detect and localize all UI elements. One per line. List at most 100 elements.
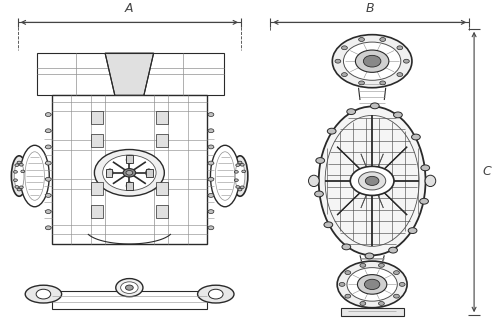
Circle shape <box>412 134 421 140</box>
Circle shape <box>235 179 238 182</box>
Circle shape <box>45 226 51 230</box>
Circle shape <box>360 301 366 305</box>
Circle shape <box>403 59 409 63</box>
Circle shape <box>347 109 355 115</box>
Ellipse shape <box>20 145 49 207</box>
Circle shape <box>358 172 386 190</box>
Ellipse shape <box>232 156 248 196</box>
Circle shape <box>45 129 51 133</box>
Circle shape <box>121 282 138 293</box>
Bar <box>341 308 404 316</box>
Circle shape <box>45 113 51 117</box>
Circle shape <box>126 285 133 290</box>
Ellipse shape <box>11 156 27 196</box>
Circle shape <box>339 283 345 286</box>
Circle shape <box>19 164 23 166</box>
Bar <box>52 291 207 309</box>
Circle shape <box>345 271 351 275</box>
Circle shape <box>123 169 136 177</box>
Circle shape <box>365 176 379 185</box>
Circle shape <box>393 112 402 118</box>
Circle shape <box>242 170 246 173</box>
Ellipse shape <box>14 161 24 191</box>
Circle shape <box>342 73 348 77</box>
Circle shape <box>355 50 389 72</box>
Circle shape <box>408 228 417 233</box>
Ellipse shape <box>126 156 133 164</box>
Ellipse shape <box>198 285 234 303</box>
Circle shape <box>365 253 374 259</box>
Circle shape <box>208 161 214 165</box>
Circle shape <box>315 191 323 197</box>
Circle shape <box>17 161 21 164</box>
Bar <box>156 134 168 147</box>
Circle shape <box>360 263 366 267</box>
Circle shape <box>208 177 214 181</box>
Bar <box>52 95 207 244</box>
Circle shape <box>208 145 214 149</box>
Circle shape <box>379 263 385 267</box>
Circle shape <box>358 81 364 85</box>
Bar <box>126 155 133 163</box>
Circle shape <box>327 128 336 134</box>
Text: B: B <box>365 2 374 15</box>
Circle shape <box>208 226 214 230</box>
Bar <box>156 111 168 124</box>
Circle shape <box>116 279 143 297</box>
Circle shape <box>45 145 51 149</box>
Circle shape <box>345 294 351 298</box>
Circle shape <box>236 186 240 188</box>
Ellipse shape <box>318 107 425 255</box>
Circle shape <box>240 186 244 189</box>
Circle shape <box>103 155 156 191</box>
Circle shape <box>15 186 19 188</box>
Circle shape <box>240 164 244 166</box>
Circle shape <box>388 247 397 253</box>
Circle shape <box>45 210 51 213</box>
Ellipse shape <box>107 169 113 177</box>
Circle shape <box>45 177 51 181</box>
Bar <box>91 205 103 218</box>
Circle shape <box>342 244 351 250</box>
Circle shape <box>344 42 401 80</box>
Circle shape <box>363 55 381 67</box>
Bar <box>126 183 133 190</box>
Bar <box>156 205 168 218</box>
Ellipse shape <box>25 285 62 303</box>
Bar <box>91 183 103 196</box>
Circle shape <box>397 46 403 50</box>
Circle shape <box>21 170 25 173</box>
Circle shape <box>397 73 403 77</box>
Circle shape <box>357 275 387 294</box>
Ellipse shape <box>309 175 319 187</box>
Circle shape <box>420 198 428 204</box>
Circle shape <box>238 188 242 191</box>
Bar <box>91 134 103 147</box>
Text: A: A <box>125 2 134 15</box>
Circle shape <box>94 149 164 196</box>
Circle shape <box>316 158 324 163</box>
Text: C: C <box>483 165 492 179</box>
Bar <box>106 169 112 177</box>
Ellipse shape <box>235 161 245 191</box>
Ellipse shape <box>126 182 133 190</box>
Circle shape <box>208 194 214 198</box>
Bar <box>146 169 153 177</box>
Circle shape <box>235 171 238 173</box>
Circle shape <box>126 171 133 175</box>
Circle shape <box>358 38 364 42</box>
Circle shape <box>209 289 223 299</box>
Circle shape <box>208 210 214 213</box>
Bar <box>156 183 168 196</box>
Ellipse shape <box>211 145 240 207</box>
Circle shape <box>36 289 51 299</box>
Circle shape <box>335 59 341 63</box>
Circle shape <box>45 161 51 165</box>
Circle shape <box>380 81 386 85</box>
Circle shape <box>13 171 17 173</box>
Ellipse shape <box>425 175 436 187</box>
Polygon shape <box>105 53 154 95</box>
Circle shape <box>236 164 240 166</box>
Circle shape <box>351 166 394 196</box>
Circle shape <box>370 103 379 109</box>
